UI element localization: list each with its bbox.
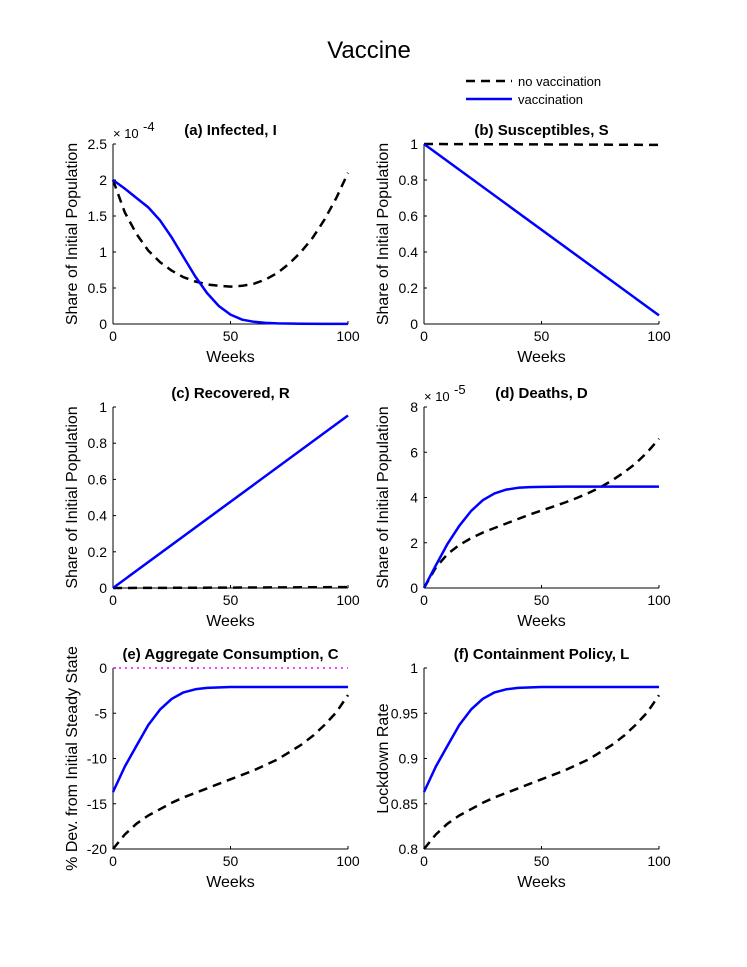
panel-title-d: (d) Deaths, D (495, 385, 588, 402)
y-tick-label-b: 0.8 (399, 172, 419, 188)
panel-title-c: (c) Recovered, R (171, 385, 290, 402)
y-tick-label-c: 0 (99, 580, 107, 596)
panel-title-b: (b) Susceptibles, S (474, 122, 608, 139)
x-tick-label-b: 100 (647, 328, 671, 344)
legend-vaccination-label: vaccination (518, 92, 583, 107)
y-tick-label-c: 1 (99, 399, 107, 415)
series-vaccination-d (422, 485, 659, 589)
y-axis-label-b: Share of Initial Population (375, 143, 392, 325)
x-tick-label-a: 0 (109, 328, 117, 344)
x-tick-label-c: 0 (109, 592, 117, 608)
x-tick-label-a: 100 (336, 328, 360, 344)
y-tick-label-d: 8 (410, 399, 418, 415)
y-tick-label-c: 0.4 (88, 508, 108, 524)
series-no-vaccination-d (422, 437, 660, 589)
y-tick-label-d: 2 (410, 535, 418, 551)
y-tick-label-e: 0 (99, 660, 107, 676)
y-tick-label-e: -15 (87, 796, 107, 812)
y-tick-label-e: -20 (87, 841, 107, 857)
series-no-vaccination-b (423, 142, 660, 147)
x-tick-label-c: 50 (223, 592, 239, 608)
y-tick-label-c: 0.8 (88, 435, 108, 451)
panel-title-e: (e) Aggregate Consumption, C (122, 646, 338, 663)
y-tick-label-f: 0.95 (391, 705, 418, 721)
series-no-vaccination-a (111, 172, 350, 288)
x-tick-label-e: 100 (336, 853, 360, 869)
y-tick-label-f: 1 (410, 660, 418, 676)
y-tick-label-a: 2.5 (88, 136, 108, 152)
x-tick-label-d: 0 (420, 592, 428, 608)
series-vaccination-a (112, 178, 348, 326)
series-no-vaccination-f (423, 694, 661, 850)
series-no-vaccination-c (112, 585, 349, 590)
y-tick-label-b: 0 (410, 316, 418, 332)
y-tick-label-b: 0.4 (399, 244, 419, 260)
x-tick-label-f: 0 (420, 853, 428, 869)
panel-b: 0 50 100 0 0.2 0.4 0.6 0.8 1 (b) Susceptibles, S W… (375, 122, 671, 366)
y-tick-label-a: 2 (99, 172, 107, 188)
x-tick-label-a: 50 (223, 328, 239, 344)
y-tick-label-a: 0.5 (88, 280, 108, 296)
x-tick-label-e: 50 (223, 853, 239, 869)
y-tick-label-d: 6 (410, 444, 418, 460)
x-tick-label-b: 50 (534, 328, 550, 344)
legend: no vaccination vaccination (466, 74, 601, 107)
x-tick-label-f: 50 (534, 853, 550, 869)
series-no-vaccination-e (112, 694, 350, 850)
x-tick-label-c: 100 (336, 592, 360, 608)
y-axis-label-a: Share of Initial Population (64, 143, 81, 325)
y-tick-label-f: 0.9 (399, 751, 419, 767)
panel-e: 0 50 100 -20 -15 -10 -5 0 (e) Aggregate Consumpt… (64, 646, 360, 891)
y-tick-label-f: 0.8 (399, 841, 419, 857)
figure-title: Vaccine (327, 37, 411, 64)
series-vaccination-c (112, 414, 349, 590)
exponent-value-d: -5 (454, 382, 466, 397)
panel-f: 0 50 100 0.8 0.85 0.9 0.95 1 (f) Containment Pol… (375, 646, 671, 891)
panel-d: 0 50 100 0 2 4 6 8 × 10 -5 (d) Deaths, D Weeks Share… (375, 382, 671, 630)
y-axis-label-e: % Dev. from Initial Steady State (64, 646, 81, 871)
y-tick-label-a: 1.5 (88, 208, 108, 224)
x-tick-label-b: 0 (420, 328, 428, 344)
y-tick-label-b: 0.6 (399, 208, 419, 224)
legend-no-vaccination-label: no vaccination (518, 74, 601, 89)
series-vaccination-f (422, 685, 659, 793)
x-tick-label-d: 100 (647, 592, 671, 608)
x-axis-label-e: Weeks (206, 874, 255, 891)
y-tick-label-d: 4 (410, 490, 418, 506)
y-tick-label-e: -5 (95, 705, 108, 721)
panel-title-a: (a) Infected, I (184, 122, 277, 139)
series-vaccination-b (423, 142, 660, 317)
y-axis-label-d: Share of Initial Population (375, 406, 392, 588)
panel-a: 0 50 100 0 0.5 1 1.5 2 2.5 × 10 -4 (a) Infected, I W… (64, 119, 360, 366)
y-tick-label-b: 0.2 (399, 280, 419, 296)
y-tick-label-d: 0 (410, 580, 418, 596)
exponent-label-d: × 10 (424, 389, 450, 404)
x-axis-label-a: Weeks (206, 349, 255, 366)
y-tick-label-c: 0.2 (88, 544, 108, 560)
exponent-label-a: × 10 (113, 126, 139, 141)
y-tick-label-a: 0 (99, 316, 107, 332)
y-tick-label-e: -10 (87, 751, 107, 767)
series-vaccination-e (111, 685, 348, 793)
y-axis-label-f: Lockdown Rate (375, 703, 392, 813)
x-axis-label-d: Weeks (517, 613, 566, 630)
x-tick-label-f: 100 (647, 853, 671, 869)
panel-c: 0 50 100 0 0.2 0.4 0.6 0.8 1 (c) Recovered, R Week… (64, 385, 360, 630)
x-tick-label-e: 0 (109, 853, 117, 869)
x-tick-label-d: 50 (534, 592, 550, 608)
exponent-value-a: -4 (143, 119, 155, 134)
x-axis-label-b: Weeks (517, 349, 566, 366)
x-axis-label-c: Weeks (206, 613, 255, 630)
panel-title-f: (f) Containment Policy, L (454, 646, 630, 663)
x-axis-label-f: Weeks (517, 874, 566, 891)
y-tick-label-c: 0.6 (88, 471, 108, 487)
y-axis-label-c: Share of Initial Population (64, 406, 81, 588)
y-tick-label-a: 1 (99, 244, 107, 260)
y-tick-label-f: 0.85 (391, 796, 418, 812)
y-tick-label-b: 1 (410, 136, 418, 152)
